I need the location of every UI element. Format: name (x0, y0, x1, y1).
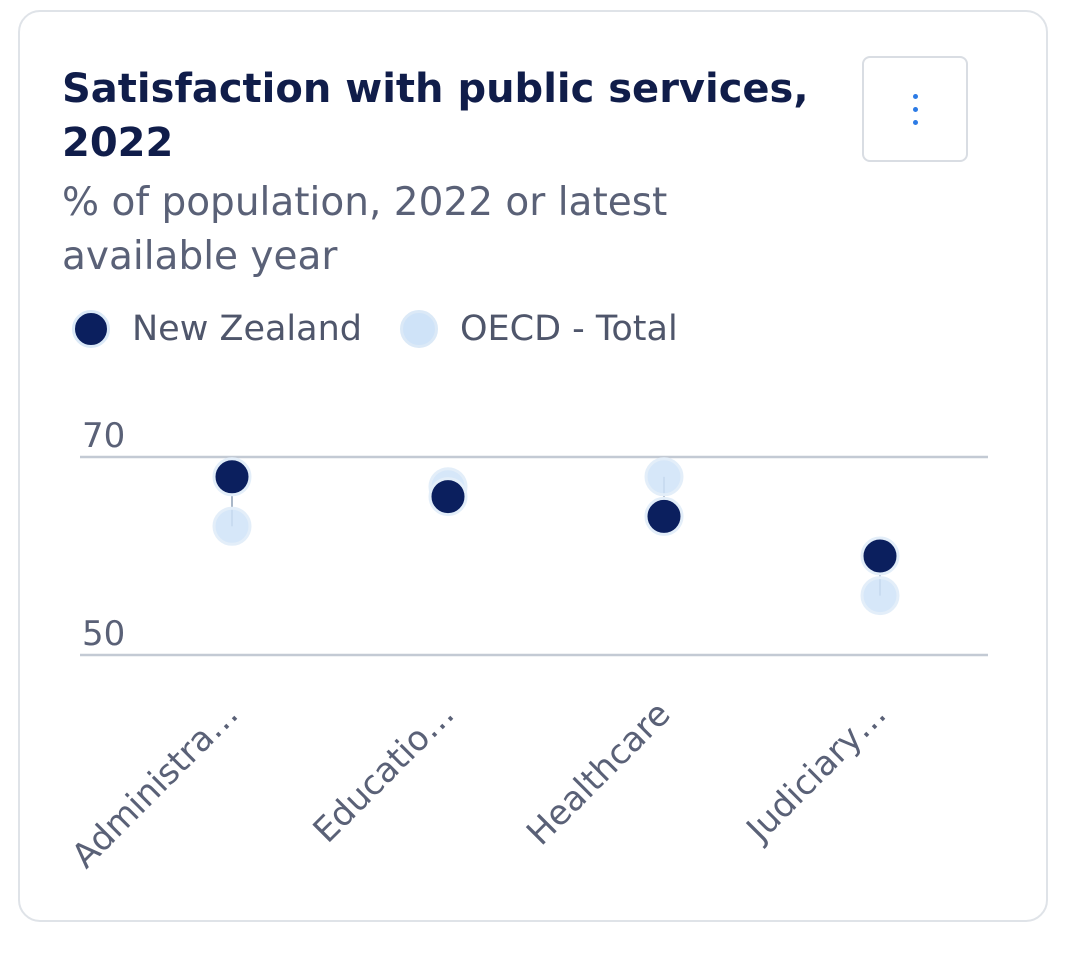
data-point-oecd-total-3 (860, 576, 900, 616)
chart-legend: New Zealand OECD - Total (72, 306, 716, 352)
legend-item-oecd-total[interactable]: OECD - Total (400, 309, 678, 349)
chart-title: Satisfaction with public services, 2022 (62, 66, 809, 166)
data-point-new-zealand-0 (212, 457, 252, 497)
data-point-new-zealand-3 (860, 536, 900, 576)
legend-item-new-zealand[interactable]: New Zealand (72, 309, 362, 349)
data-point-new-zealand-1 (428, 477, 468, 517)
legend-swatch-oecd-total (400, 310, 438, 348)
chart-card (18, 10, 1048, 922)
legend-label-new-zealand: New Zealand (132, 309, 362, 349)
data-point-new-zealand-2 (644, 496, 684, 536)
data-point-oecd-total-2 (644, 457, 684, 497)
x-tick-label-3: Judiciary… (738, 694, 895, 851)
y-tick-label-70: 70 (82, 416, 125, 456)
legend-swatch-new-zealand (72, 310, 110, 348)
y-tick-label-50: 50 (82, 614, 125, 654)
data-point-oecd-total-0 (212, 506, 252, 546)
x-tick-label-2: Healthcare (519, 694, 678, 853)
x-tick-label-1: Educatio… (306, 694, 463, 851)
legend-label-oecd-total: OECD - Total (460, 309, 678, 349)
chart-subtitle: % of population, 2022 or latest availabl… (62, 180, 668, 279)
chart-menu-button[interactable] (862, 56, 968, 162)
x-tick-label-0: Administra… (64, 694, 246, 876)
